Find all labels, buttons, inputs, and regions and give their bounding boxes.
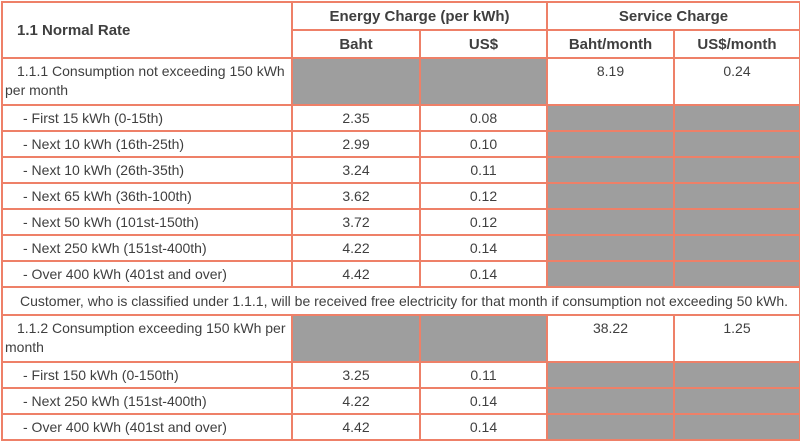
na-cell <box>546 104 675 132</box>
na-cell <box>546 130 675 158</box>
na-cell <box>672 156 800 184</box>
usd-month-column-header: US$/month <box>672 29 800 59</box>
row-label: 1.1.2 Consumption exceeding 150 kWh per … <box>1 314 293 363</box>
table-row: - First 150 kWh (0-150th) 3.25 0.11 <box>1 361 800 389</box>
na-cell <box>546 156 675 184</box>
na-cell <box>546 234 675 262</box>
row-label: - Next 50 kWh (101st-150th) <box>1 208 293 236</box>
na-cell <box>419 314 548 363</box>
row-label: - Next 10 kWh (16th-25th) <box>1 130 293 158</box>
table-title-cell: 1.1 Normal Rate <box>1 1 293 59</box>
table-row: 1.1.2 Consumption exceeding 150 kWh per … <box>1 314 800 363</box>
table-row: Customer, who is classified under 1.1.1,… <box>0 286 800 316</box>
baht-value: 2.99 <box>291 130 421 158</box>
baht-month-value: 38.22 <box>546 314 675 363</box>
usd-value: 0.14 <box>419 260 548 288</box>
na-cell <box>291 314 421 363</box>
table-row: - Next 250 kWh (151st-400th) 4.22 0.14 <box>1 387 800 415</box>
na-cell <box>672 182 800 210</box>
usd-column-header: US$ <box>419 29 548 59</box>
table-row: - Next 10 kWh (26th-35th) 3.24 0.11 <box>1 156 800 184</box>
na-cell <box>672 260 800 288</box>
na-cell <box>546 413 675 441</box>
na-cell <box>672 387 800 415</box>
baht-column-header: Baht <box>291 29 421 59</box>
usd-value: 0.14 <box>419 234 548 262</box>
row-label: - Over 400 kWh (401st and over) <box>1 260 293 288</box>
row-label: - Next 10 kWh (26th-35th) <box>1 156 293 184</box>
baht-month-column-header: Baht/month <box>546 29 675 59</box>
baht-month-value: 8.19 <box>546 57 675 106</box>
table-row: - Next 10 kWh (16th-25th) 2.99 0.10 <box>1 130 800 158</box>
na-cell <box>672 234 800 262</box>
energy-charge-header: Energy Charge (per kWh) <box>291 1 548 31</box>
table-row: - Next 250 kWh (151st-400th) 4.22 0.14 <box>1 234 800 262</box>
table-row: - First 15 kWh (0-15th) 2.35 0.08 <box>1 104 800 132</box>
table-row: - Over 400 kWh (401st and over) 4.42 0.14 <box>1 260 800 288</box>
na-cell <box>546 361 675 389</box>
na-cell <box>672 208 800 236</box>
table-header: 1.1 Normal Rate Energy Charge (per kWh) … <box>1 1 800 59</box>
row-label: - First 15 kWh (0-15th) <box>1 104 293 132</box>
usd-value: 0.14 <box>419 413 548 441</box>
na-cell <box>672 104 800 132</box>
row-label: - Next 65 kWh (36th-100th) <box>1 182 293 210</box>
usd-value: 0.08 <box>419 104 548 132</box>
usd-value: 0.10 <box>419 130 548 158</box>
na-cell <box>546 260 675 288</box>
baht-value: 4.42 <box>291 260 421 288</box>
usd-value: 0.12 <box>419 208 548 236</box>
usd-month-value: 0.24 <box>672 57 800 106</box>
na-cell <box>546 208 675 236</box>
service-charge-header: Service Charge <box>545 1 800 31</box>
na-cell <box>672 413 800 441</box>
usd-value: 0.11 <box>419 156 548 184</box>
usd-value: 0.14 <box>419 387 548 415</box>
baht-value: 3.62 <box>291 182 421 210</box>
rate-table-body: 1.1.1 Consumption not exceeding 150 kWh … <box>0 57 800 441</box>
row-label: - Next 250 kWh (151st-400th) <box>1 234 293 262</box>
baht-value: 4.22 <box>291 234 421 262</box>
table-row: 1.1.1 Consumption not exceeding 150 kWh … <box>1 57 800 106</box>
row-label: - Over 400 kWh (401st and over) <box>1 413 293 441</box>
usd-value: 0.12 <box>419 182 548 210</box>
na-cell <box>672 130 800 158</box>
table-row: - Over 400 kWh (401st and over) 4.42 0.14 <box>1 413 800 441</box>
na-cell <box>546 387 675 415</box>
row-label: - First 150 kWh (0-150th) <box>1 361 293 389</box>
na-cell <box>672 361 800 389</box>
header-group-row: 1.1 Normal Rate Energy Charge (per kWh) … <box>1 1 800 59</box>
header-sub-row: Baht US$ Baht/month US$/month <box>2 29 800 59</box>
baht-value: 2.35 <box>291 104 421 132</box>
row-label: 1.1.1 Consumption not exceeding 150 kWh … <box>1 57 293 106</box>
baht-value: 3.72 <box>291 208 421 236</box>
baht-value: 4.42 <box>291 413 421 441</box>
table-row: - Next 65 kWh (36th-100th) 3.62 0.12 <box>1 182 800 210</box>
row-label: - Next 250 kWh (151st-400th) <box>1 387 293 415</box>
free-electricity-note: Customer, who is classified under 1.1.1,… <box>0 286 800 316</box>
usd-value: 0.11 <box>419 361 548 389</box>
na-cell <box>419 57 548 106</box>
baht-value: 3.25 <box>291 361 421 389</box>
table-row: - Next 50 kWh (101st-150th) 3.72 0.12 <box>1 208 800 236</box>
na-cell <box>546 182 675 210</box>
na-cell <box>291 57 421 106</box>
usd-month-value: 1.25 <box>672 314 800 363</box>
baht-value: 4.22 <box>291 387 421 415</box>
baht-value: 3.24 <box>291 156 421 184</box>
